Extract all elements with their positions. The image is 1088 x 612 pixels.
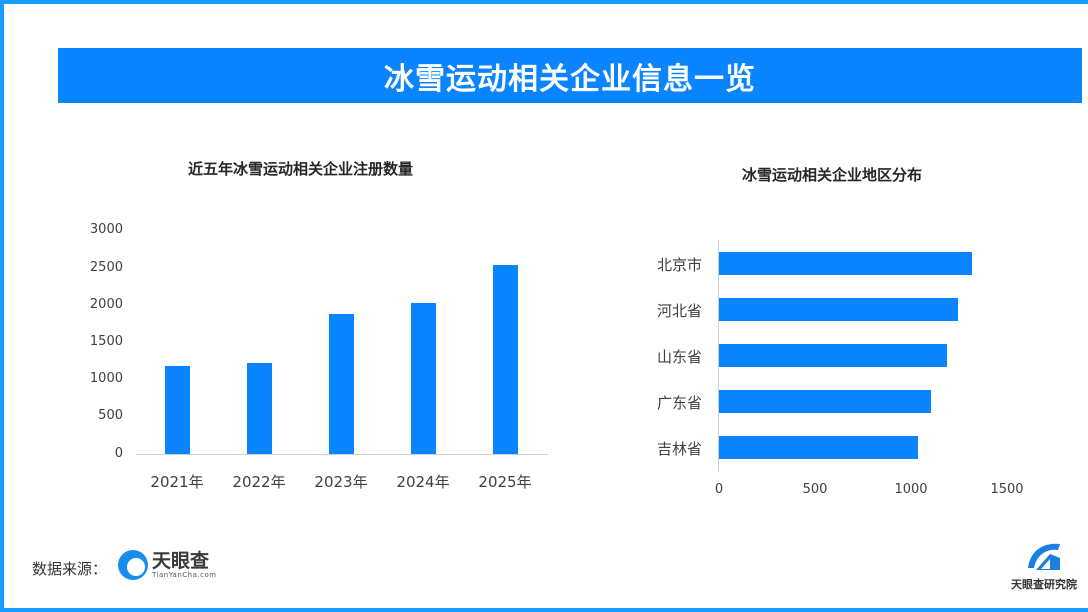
y-tick: 2000 [89, 297, 123, 312]
page-title: 冰雪运动相关企业信息一览 [384, 61, 756, 97]
tianyancha-logo: 天眼查 TianYanCha.com [118, 550, 217, 580]
bar [719, 344, 948, 367]
bar [719, 252, 973, 275]
title-banner: 冰雪运动相关企业信息一览 [58, 48, 1082, 103]
x-tick: 500 [802, 482, 828, 497]
category-label: 北京市 [656, 256, 702, 274]
y-tick: 2500 [89, 260, 123, 275]
bar [719, 436, 918, 459]
x-tick: 1500 [990, 482, 1024, 497]
tianyancha-logo-cn: 天眼查 [152, 550, 210, 572]
y-tick: 1500 [89, 334, 123, 349]
bar [719, 390, 932, 413]
institute-logo-icon [1028, 543, 1060, 570]
category-label: 河北省 [656, 302, 702, 320]
bar [410, 303, 436, 454]
bar [246, 362, 272, 454]
institute-logo: 天眼查研究院 [1004, 538, 1084, 592]
category-label: 山东省 [656, 348, 702, 366]
category-label: 吉林省 [656, 440, 702, 458]
x-tick: 2025年 [478, 473, 532, 491]
y-tick: 1000 [89, 371, 123, 386]
x-tick: 2021年 [150, 473, 204, 491]
y-tick: 0 [114, 446, 123, 461]
right-chart-title: 冰雪运动相关企业地区分布 [742, 166, 923, 184]
category-label: 广东省 [656, 394, 702, 412]
left-chart-baseline [136, 454, 548, 455]
bar [164, 365, 190, 454]
bar [328, 314, 354, 454]
tianyancha-logo-icon [118, 550, 148, 580]
y-tick: 3000 [89, 222, 123, 237]
right-chart-axis-line [718, 240, 719, 472]
x-tick: 2023年 [314, 473, 368, 491]
left-chart-title: 近五年冰雪运动相关企业注册数量 [188, 160, 414, 178]
x-tick: 0 [714, 482, 724, 497]
x-tick: 2024年 [396, 473, 450, 491]
x-tick: 1000 [894, 482, 928, 497]
tianyancha-logo-en: TianYanCha.com [152, 571, 217, 579]
data-source-label: 数据来源： [32, 560, 108, 578]
institute-name: 天眼查研究院 [1011, 578, 1077, 591]
y-tick: 500 [98, 408, 123, 423]
bar [719, 298, 959, 321]
bar [492, 265, 518, 454]
x-tick: 2022年 [232, 473, 286, 491]
